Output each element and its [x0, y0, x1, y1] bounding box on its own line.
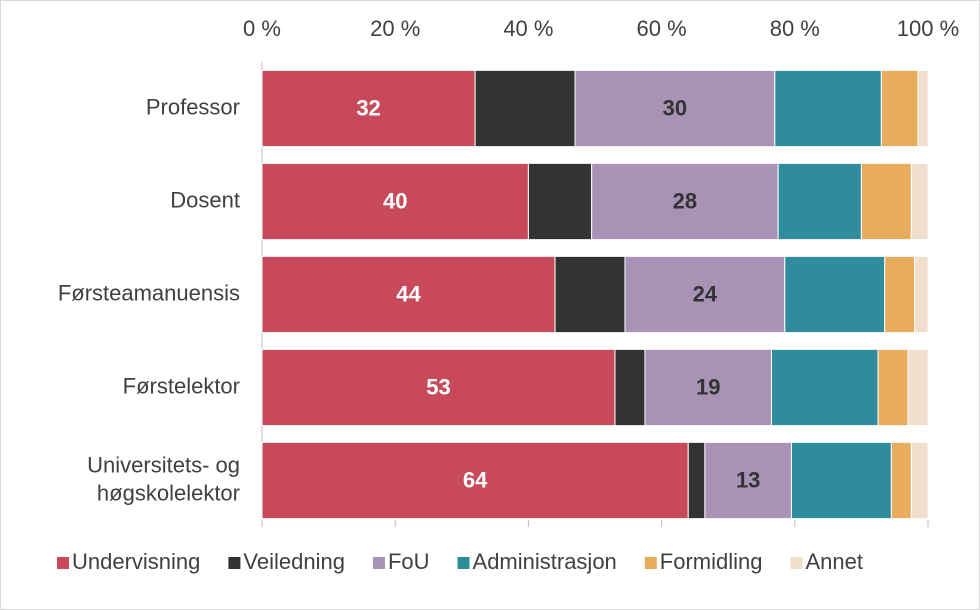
bar-segment [574, 69, 776, 148]
legend-swatch [790, 557, 803, 569]
value-label: 24 [693, 281, 718, 306]
bar-segment [261, 348, 616, 427]
legend-swatch [57, 557, 69, 569]
legend-swatch [372, 557, 385, 569]
bar-segment [554, 255, 626, 334]
bar-segment [860, 162, 912, 241]
y-tick-label: Professor [146, 94, 240, 119]
bar-segment [261, 162, 529, 241]
value-label: 28 [673, 188, 697, 213]
bar-segment [474, 69, 576, 148]
bar-segment [591, 162, 779, 241]
bar-segment [910, 162, 929, 241]
legend-label: Undervisning [72, 549, 200, 574]
bar-segment [914, 255, 929, 334]
legend-label: Annet [806, 549, 864, 574]
bar-segment [777, 162, 862, 241]
bar-segment [910, 441, 929, 520]
bar-segment [261, 255, 556, 334]
y-tick-label: Universitets- og høgskolelektor [87, 452, 240, 505]
legend-swatch [228, 557, 241, 569]
bar-segment [784, 255, 886, 334]
bar-segment [884, 255, 916, 334]
bar-segment [261, 69, 476, 148]
bar-segment [687, 441, 706, 520]
bar-segment [917, 69, 929, 148]
bar-segment [880, 69, 919, 148]
value-label: 40 [383, 188, 407, 213]
value-label: 44 [396, 281, 421, 306]
x-tick-label: 40 % [503, 16, 553, 41]
y-tick-label: Førstelektor [123, 373, 240, 398]
legend-label: Formidling [660, 549, 763, 574]
bar-segment [644, 348, 772, 427]
legend-label: FoU [388, 549, 430, 574]
bar-segment [527, 162, 593, 241]
value-label: 64 [463, 467, 488, 492]
bar-segment [614, 348, 646, 427]
y-tick-label: Førsteamanuensis [58, 280, 240, 305]
legend-label: Administrasjon [473, 549, 617, 574]
x-tick-label: 0 % [243, 16, 281, 41]
legend-swatch [644, 557, 657, 569]
bar-segment [890, 441, 912, 520]
bar-segment [704, 441, 792, 520]
x-tick-label: 80 % [770, 16, 820, 41]
x-tick-label: 20 % [370, 16, 420, 41]
bar-segment [790, 441, 892, 520]
value-label: 30 [663, 95, 687, 120]
value-label: 53 [426, 374, 450, 399]
legend-label: Veiledning [243, 549, 345, 574]
bar-segment [774, 69, 882, 148]
y-tick-label: Dosent [170, 187, 240, 212]
x-tick-label: 60 % [637, 16, 687, 41]
legend-swatch [457, 557, 470, 569]
value-label: 32 [356, 95, 380, 120]
value-label: 19 [696, 374, 720, 399]
bar-segment [877, 348, 909, 427]
bar-segment [261, 441, 689, 520]
value-label: 13 [736, 467, 760, 492]
bar-segment [907, 348, 929, 427]
bar-segment [770, 348, 879, 427]
x-tick-label: 100 % [897, 16, 959, 41]
